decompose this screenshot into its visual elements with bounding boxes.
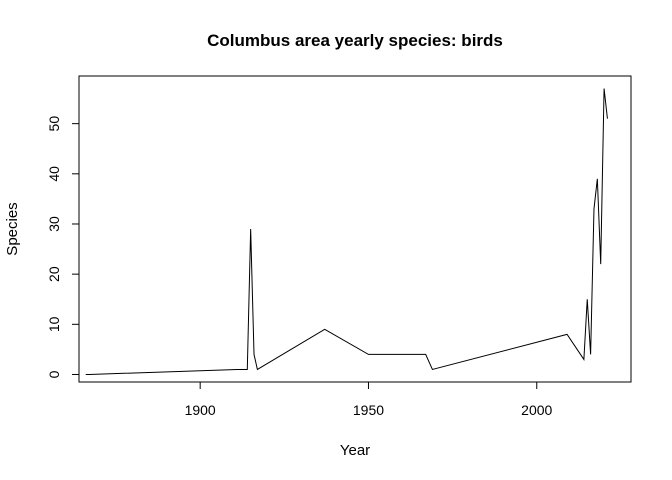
y-axis-label: Species	[4, 202, 21, 255]
x-tick-label: 1900	[185, 402, 216, 418]
x-tick-label: 2000	[521, 402, 552, 418]
y-tick-label: 50	[46, 116, 62, 132]
x-axis-label: Year	[340, 442, 370, 459]
y-tick-label: 10	[46, 316, 62, 332]
y-tick-label: 30	[46, 216, 62, 232]
series-group	[85, 88, 608, 375]
x-tick-label: 1950	[353, 402, 384, 418]
x-axis: 1900 1950 2000	[185, 381, 553, 418]
plot-frame	[78, 75, 632, 383]
chart-title: Columbus area yearly species: birds	[207, 31, 503, 50]
y-tick-label: 0	[46, 370, 62, 378]
y-tick-label: 20	[46, 266, 62, 282]
y-tick-label: 40	[46, 166, 62, 182]
y-axis: 0 10 20 30 40 50	[46, 116, 80, 378]
series-line	[85, 88, 608, 375]
